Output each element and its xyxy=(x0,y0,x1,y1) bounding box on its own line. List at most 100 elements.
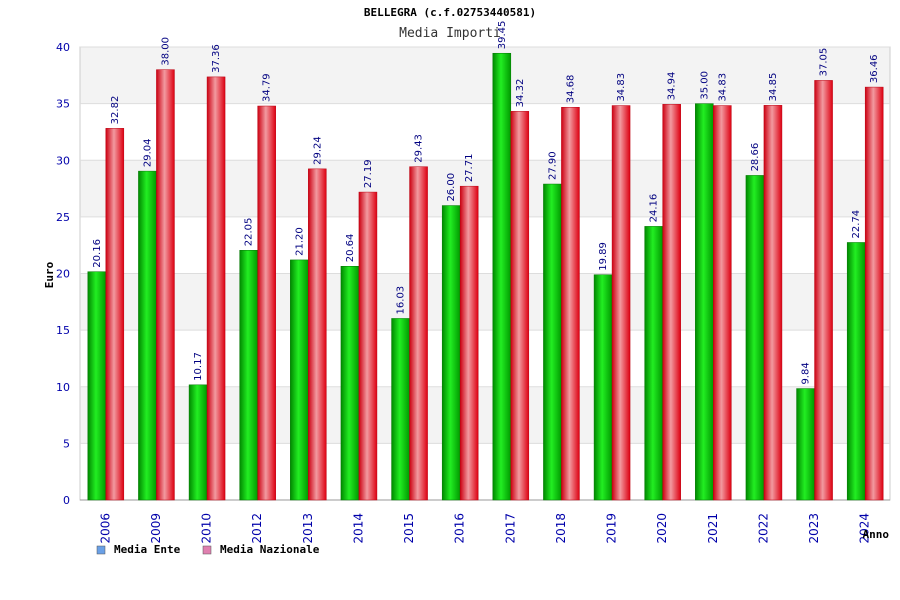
x-tick-label: 2022 xyxy=(756,513,770,544)
bar-media-ente-2014 xyxy=(340,266,360,501)
value-label: 29.43 xyxy=(414,134,425,163)
bar-media-nazionale-2019 xyxy=(611,105,631,501)
bar-media-nazionale-2014 xyxy=(358,191,378,501)
bar-media-ente-2012 xyxy=(239,250,258,501)
value-label: 27.90 xyxy=(547,151,558,180)
legend-swatch xyxy=(202,545,212,555)
bar-media-ente-2015 xyxy=(391,318,410,501)
value-label: 22.74 xyxy=(851,210,862,239)
y-axis-ticks: 0 5 10 15 20 25 30 35 40 xyxy=(56,41,70,507)
x-tick-label: 2021 xyxy=(706,513,720,544)
chart-subtitle: Media Importi xyxy=(399,26,501,41)
value-label: 10.17 xyxy=(193,352,204,381)
value-labels: 20.16 32.82 29.04 38.00 10.17 37.36 22.05 34.79… xyxy=(92,21,880,385)
value-label: 34.68 xyxy=(565,75,576,104)
y-tick-label: 30 xyxy=(56,154,70,167)
value-label: 34.32 xyxy=(515,79,526,108)
bar-media-nazionale-2012 xyxy=(257,105,276,501)
bars xyxy=(87,52,884,501)
bar-media-nazionale-2022 xyxy=(763,105,783,501)
x-tick-label: 2006 xyxy=(98,513,112,544)
x-tick-label: 2019 xyxy=(605,513,619,544)
value-label: 39.45 xyxy=(497,21,508,50)
x-tick-label: 2012 xyxy=(250,513,264,544)
bar-media-ente-2018 xyxy=(543,183,562,501)
legend-label: Media Ente xyxy=(114,543,181,556)
x-tick-label: 2013 xyxy=(301,513,315,544)
y-tick-label: 40 xyxy=(56,41,70,54)
bar-media-ente-2017 xyxy=(492,52,512,501)
y-tick-label: 5 xyxy=(63,437,70,450)
bar-media-ente-2009 xyxy=(138,170,157,501)
value-label: 20.64 xyxy=(345,234,356,263)
value-label: 34.94 xyxy=(667,72,678,101)
legend-label: Media Nazionale xyxy=(220,543,320,556)
value-label: 36.46 xyxy=(869,54,880,83)
y-axis-label: Euro xyxy=(43,261,56,288)
x-tick-label: 2018 xyxy=(554,513,568,544)
legend-swatch xyxy=(96,545,106,555)
bar-media-ente-2013 xyxy=(290,259,309,501)
bar-media-ente-2022 xyxy=(745,175,765,501)
legend: Media Ente Media Nazionale xyxy=(96,543,320,556)
value-label: 34.83 xyxy=(717,73,728,102)
value-label: 29.24 xyxy=(312,136,323,165)
bar-media-ente-2024 xyxy=(846,242,866,501)
y-tick-label: 0 xyxy=(63,494,70,507)
bar-media-ente-2020 xyxy=(644,226,663,501)
value-label: 26.00 xyxy=(446,173,457,202)
bar-media-ente-2023 xyxy=(796,388,815,501)
y-tick-label: 20 xyxy=(56,268,70,281)
y-tick-label: 25 xyxy=(56,211,70,224)
bar-media-ente-2006 xyxy=(87,271,107,501)
x-tick-label: 2017 xyxy=(503,513,517,544)
value-label: 32.82 xyxy=(110,96,121,125)
value-label: 34.79 xyxy=(262,73,273,102)
bar-media-nazionale-2009 xyxy=(156,69,175,501)
x-axis-label: Anno xyxy=(863,528,890,541)
bar-media-ente-2010 xyxy=(188,384,208,501)
x-tick-label: 2009 xyxy=(149,513,163,544)
x-tick-label: 2010 xyxy=(200,513,214,544)
bar-media-ente-2019 xyxy=(593,274,613,501)
x-tick-label: 2016 xyxy=(453,513,467,544)
value-label: 28.66 xyxy=(750,143,761,172)
value-label: 16.03 xyxy=(396,286,407,315)
bar-media-ente-2016 xyxy=(441,205,461,501)
bar-media-nazionale-2021 xyxy=(713,105,732,501)
bar-media-nazionale-2015 xyxy=(409,166,428,501)
value-label: 27.19 xyxy=(363,159,374,188)
value-label: 20.16 xyxy=(92,239,103,268)
bar-media-nazionale-2018 xyxy=(561,106,580,501)
bar-media-nazionale-2016 xyxy=(459,185,479,501)
y-tick-label: 15 xyxy=(56,324,70,337)
bar-media-nazionale-2020 xyxy=(662,104,681,501)
bar-media-nazionale-2023 xyxy=(814,80,833,501)
bar-media-nazionale-2013 xyxy=(308,168,327,501)
bar-media-ente-2021 xyxy=(695,103,714,501)
bar-media-nazionale-2017 xyxy=(510,111,530,501)
value-label: 35.00 xyxy=(699,71,710,100)
y-tick-label: 10 xyxy=(56,381,70,394)
value-label: 29.04 xyxy=(142,138,153,167)
value-label: 9.84 xyxy=(801,362,812,384)
value-label: 21.20 xyxy=(294,227,305,256)
x-tick-label: 2014 xyxy=(351,513,365,544)
value-label: 19.89 xyxy=(598,242,609,271)
value-label: 22.05 xyxy=(244,218,255,247)
x-tick-label: 2015 xyxy=(402,513,416,544)
value-label: 37.05 xyxy=(819,48,830,77)
bar-media-nazionale-2024 xyxy=(864,86,884,501)
x-tick-label: 2020 xyxy=(655,513,669,544)
chart-title: BELLEGRA (c.f.02753440581) xyxy=(364,6,536,19)
value-label: 34.83 xyxy=(616,73,627,102)
value-label: 27.71 xyxy=(464,154,475,183)
value-label: 34.85 xyxy=(768,73,779,102)
x-axis-ticks: 2006 2009 2010 2012 2013 2014 2015 2016 2017 2018… xyxy=(98,513,871,544)
value-label: 24.16 xyxy=(649,194,660,223)
x-tick-label: 2023 xyxy=(807,513,821,544)
y-tick-label: 35 xyxy=(56,98,70,111)
bar-media-nazionale-2006 xyxy=(105,128,125,501)
value-label: 37.36 xyxy=(211,44,222,73)
